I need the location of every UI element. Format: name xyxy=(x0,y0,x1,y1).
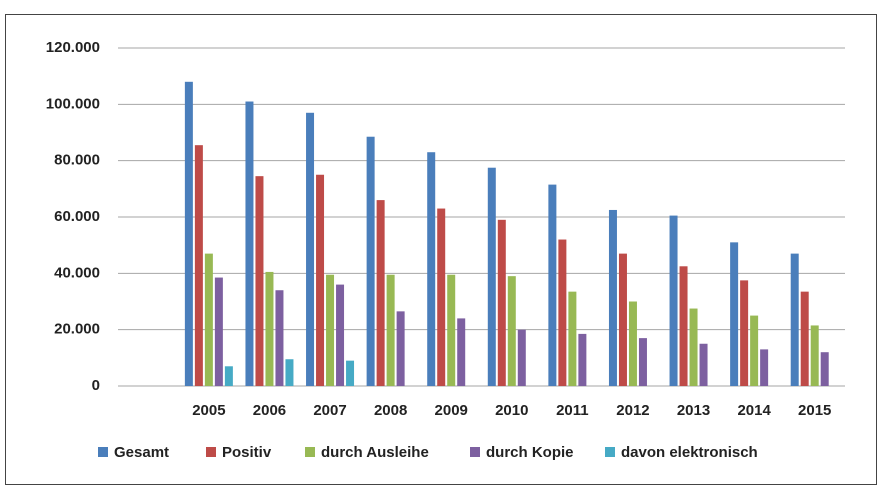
bar xyxy=(790,253,799,386)
bar xyxy=(437,208,446,386)
bar xyxy=(740,280,749,386)
y-tick-label: 60.000 xyxy=(54,208,100,225)
x-tick-label: 2010 xyxy=(495,402,528,419)
bar xyxy=(366,136,375,386)
bar xyxy=(669,215,678,386)
bar xyxy=(376,200,385,386)
bar xyxy=(386,274,395,386)
x-tick-label: 2015 xyxy=(798,402,831,419)
bar xyxy=(507,276,516,386)
bar xyxy=(224,366,233,386)
bar xyxy=(457,318,466,386)
x-tick-label: 2009 xyxy=(435,402,468,419)
bar xyxy=(689,308,698,386)
x-tick-label: 2008 xyxy=(374,402,407,419)
legend-label: Gesamt xyxy=(114,444,169,461)
bar xyxy=(548,184,557,386)
legend-swatch xyxy=(98,447,108,457)
x-tick-label: 2012 xyxy=(616,402,649,419)
bar xyxy=(800,291,809,386)
bar xyxy=(306,112,315,387)
legend-label: durch Kopie xyxy=(486,444,574,461)
bar xyxy=(346,360,355,386)
bar xyxy=(699,343,708,386)
x-tick-label: 2006 xyxy=(253,402,286,419)
bar xyxy=(760,349,769,386)
bar xyxy=(336,284,345,386)
legend-label: davon elektronisch xyxy=(621,444,758,461)
bar xyxy=(255,176,264,386)
bar xyxy=(628,301,637,386)
bar xyxy=(558,239,567,386)
y-tick-label: 20.000 xyxy=(54,321,100,338)
bar xyxy=(214,277,223,386)
legend-label: durch Ausleihe xyxy=(321,444,429,461)
y-tick-label: 80.000 xyxy=(54,152,100,169)
bar xyxy=(275,290,284,386)
bar xyxy=(265,271,274,386)
x-tick-label: 2005 xyxy=(192,402,225,419)
bar xyxy=(194,145,203,386)
bar xyxy=(497,219,506,386)
y-tick-label: 0 xyxy=(92,377,100,394)
bar xyxy=(396,311,405,386)
y-tick-label: 100.000 xyxy=(46,95,100,112)
chart-frame xyxy=(5,14,877,485)
legend-swatch xyxy=(206,447,216,457)
x-tick-label: 2013 xyxy=(677,402,710,419)
x-tick-label: 2011 xyxy=(556,402,589,419)
bar xyxy=(810,325,819,386)
bar xyxy=(316,174,325,386)
bar xyxy=(245,101,254,387)
bar xyxy=(679,266,688,386)
bar xyxy=(750,315,759,386)
legend-swatch xyxy=(305,447,315,457)
bar xyxy=(326,274,335,386)
legend-swatch xyxy=(470,447,480,457)
bar xyxy=(487,167,496,386)
x-tick-label: 2007 xyxy=(313,402,346,419)
bar xyxy=(638,338,647,386)
bar xyxy=(578,333,587,386)
bar xyxy=(608,209,617,386)
bar xyxy=(517,329,526,386)
bar xyxy=(427,152,436,386)
bar xyxy=(204,253,213,386)
bar xyxy=(447,274,456,386)
legend-swatch xyxy=(605,447,615,457)
bar xyxy=(568,291,577,386)
bar xyxy=(618,253,627,386)
bar xyxy=(184,81,193,387)
y-tick-label: 40.000 xyxy=(54,264,100,281)
bar xyxy=(730,242,739,386)
x-tick-label: 2014 xyxy=(737,402,771,419)
bar xyxy=(285,359,294,386)
bar xyxy=(820,352,829,386)
y-tick-label: 120.000 xyxy=(46,39,100,56)
legend-label: Positiv xyxy=(222,444,272,461)
